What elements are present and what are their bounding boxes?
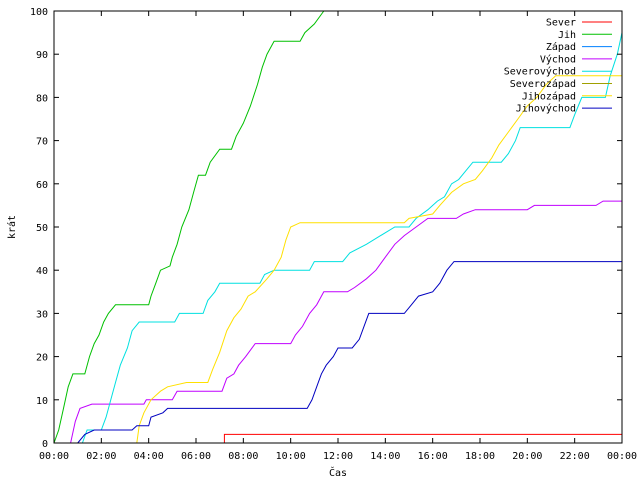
y-tick-label: 20 (36, 353, 48, 364)
legend: SeverJihZápadVýchodSeverovýchodSeverozáp… (504, 18, 612, 115)
legend-label: Sever (546, 18, 576, 29)
y-tick-label: 10 (36, 396, 48, 407)
x-axis-label: Čas (329, 466, 347, 479)
y-axis-label: krát (6, 215, 18, 239)
x-tick-label: 04:00 (134, 451, 164, 462)
x-tick-label: 00:00 (607, 451, 637, 462)
x-tick-label: 20:00 (512, 451, 542, 462)
x-tick-label: 06:00 (181, 451, 211, 462)
x-tick-label: 00:00 (39, 451, 69, 462)
y-tick-label: 90 (36, 50, 48, 61)
series-line-Severovýchod (81, 32, 623, 444)
y-tick-label: 30 (36, 309, 48, 320)
x-tick-label: 08:00 (228, 451, 258, 462)
x-tick-label: 22:00 (560, 451, 590, 462)
legend-label: Jihovýchod (516, 103, 576, 115)
series-line-Jih (53, 10, 325, 444)
x-tick-label: 16:00 (418, 451, 448, 462)
legend-label: Severozápad (510, 78, 576, 90)
y-tick-label: 80 (36, 93, 48, 104)
y-tick-label: 60 (36, 180, 48, 191)
x-tick-label: 02:00 (86, 451, 116, 462)
legend-label: Jih (558, 30, 576, 41)
y-tick-label: 100 (30, 7, 48, 18)
y-axis: 0 10 20 30 40 50 60 70 80 90 100 (30, 7, 622, 450)
y-tick-label: 0 (42, 439, 48, 450)
x-tick-label: 18:00 (465, 451, 495, 462)
x-axis: 00:00 02:00 04:00 06:00 08:00 10:00 12:00 14:00… (39, 11, 637, 462)
series-line-Východ (70, 200, 622, 444)
y-tick-label: 70 (36, 137, 48, 148)
legend-label: Západ (546, 41, 576, 53)
x-tick-label: 12:00 (323, 451, 353, 462)
x-tick-label: 10:00 (276, 451, 306, 462)
y-tick-label: 40 (36, 266, 48, 277)
legend-label: Jihozápad (522, 90, 576, 102)
x-tick-label: 14:00 (370, 451, 400, 462)
y-tick-label: 50 (36, 223, 48, 234)
series-line-Jihozápad (136, 75, 622, 444)
series-line-Jihovýchod (77, 261, 622, 444)
legend-label: Severovýchod (504, 66, 576, 78)
legend-label: Východ (540, 53, 576, 65)
